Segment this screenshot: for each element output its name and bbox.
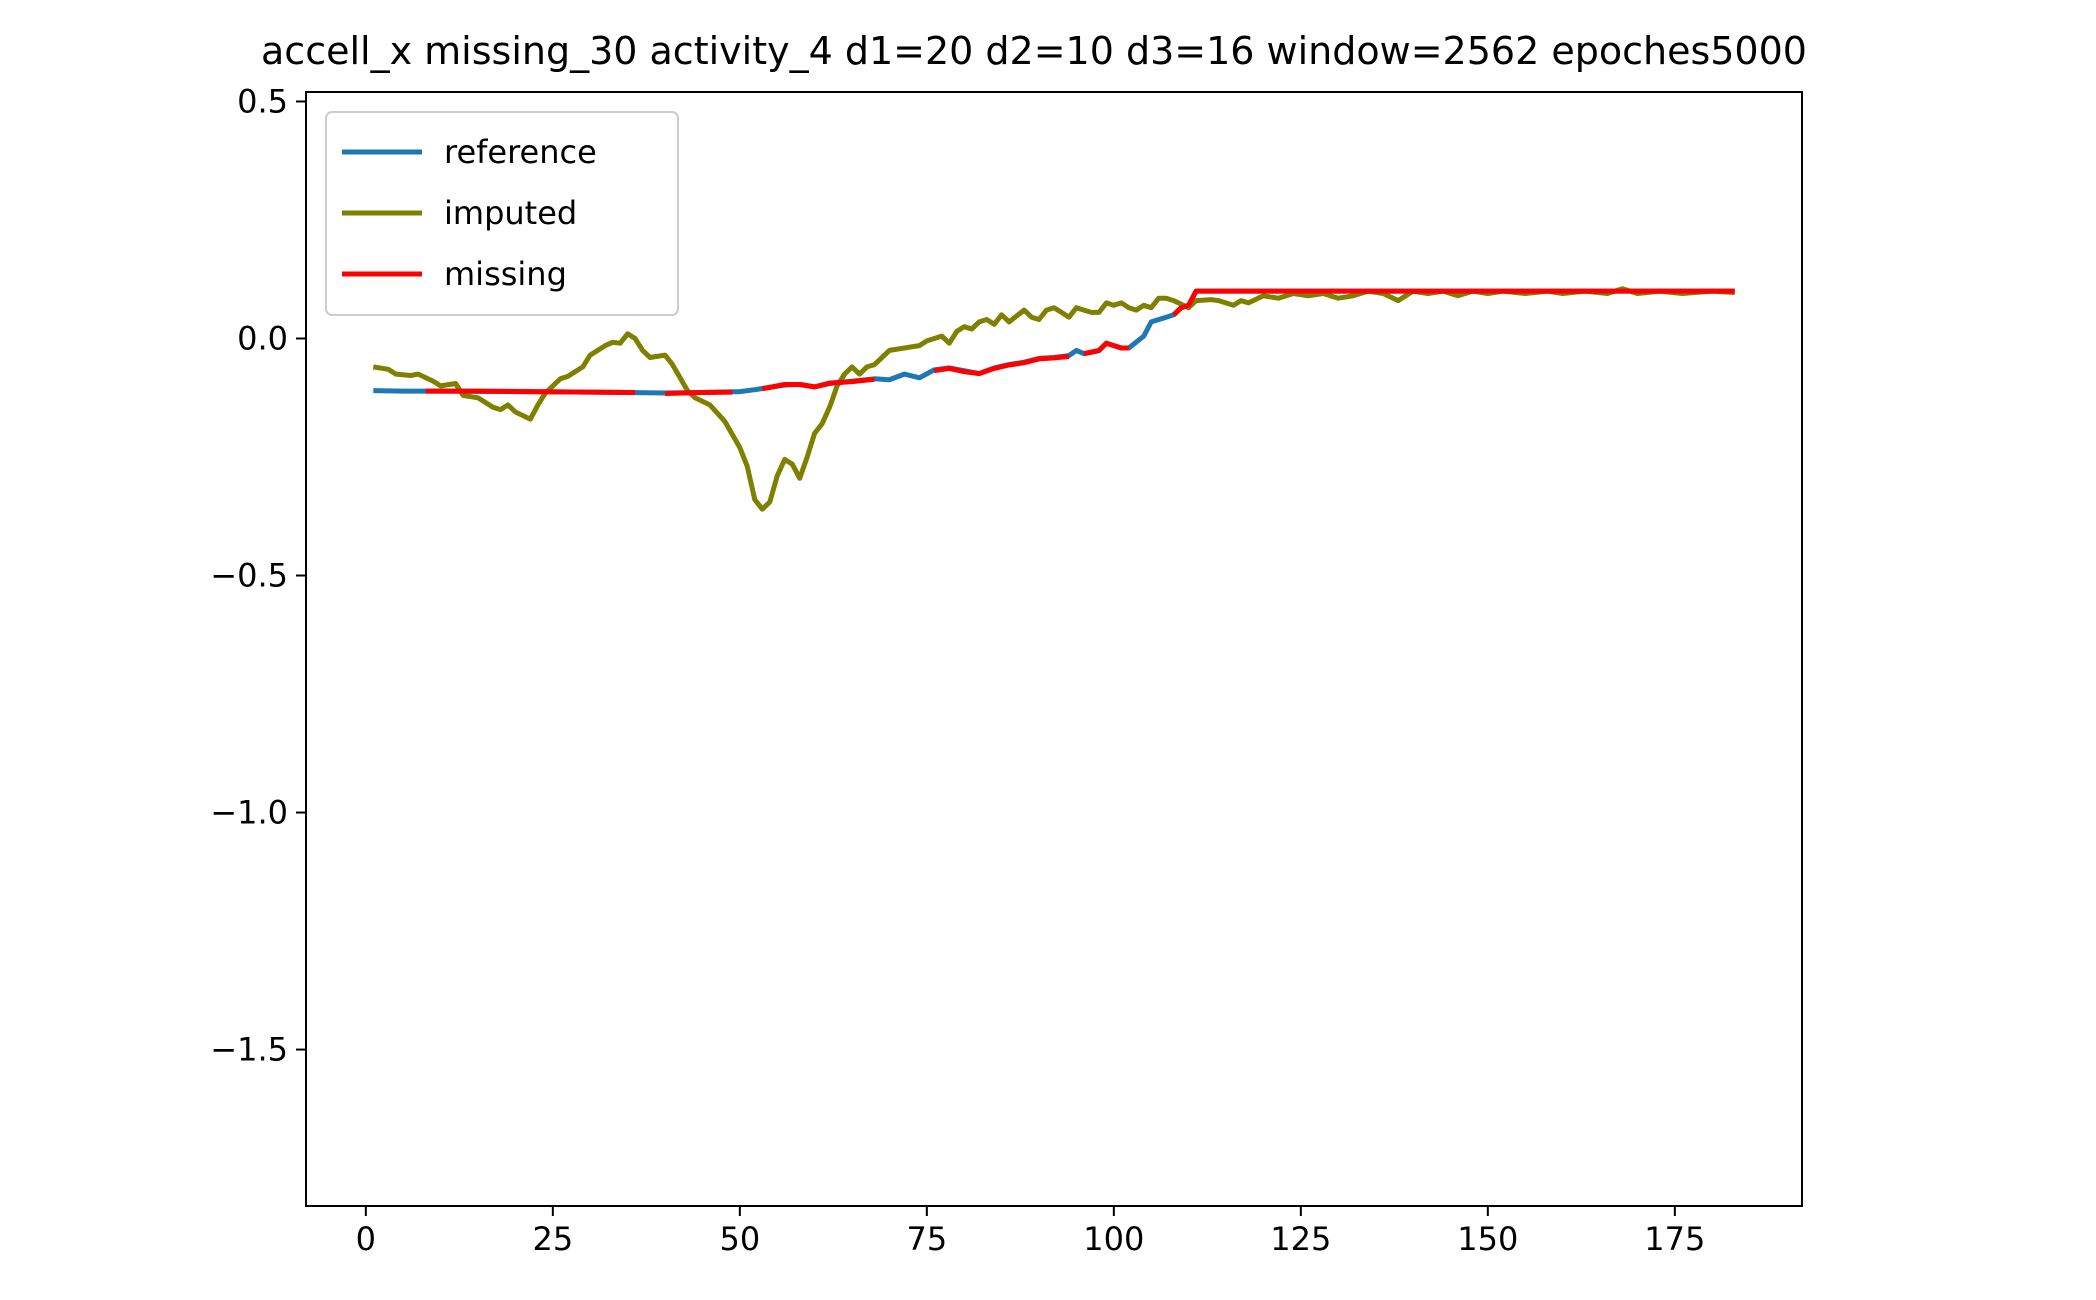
series-line-missing — [933, 354, 1070, 377]
x-tick-label: 175 — [1644, 1220, 1705, 1258]
x-tick-label: 150 — [1457, 1220, 1518, 1258]
chart-title: accell_x missing_30 activity_4 d1=20 d2=… — [261, 29, 1807, 73]
legend-box — [325, 111, 679, 316]
y-tick-label: 0.0 — [237, 320, 288, 358]
x-tick-label: 125 — [1270, 1220, 1331, 1258]
series-layer — [372, 286, 1735, 512]
x-tick-label: 50 — [719, 1220, 760, 1258]
legend-label: missing — [444, 255, 567, 293]
plot-frame — [305, 91, 1803, 1207]
legend-label: reference — [444, 133, 597, 171]
y-axis: 0.5 0.0 −0.5 −1.0 −1.5 — [210, 82, 306, 1069]
series-line-missing — [1171, 288, 1735, 317]
x-tick-label: 0 — [356, 1220, 376, 1258]
series-line-missing — [425, 388, 636, 395]
x-axis: 0 25 50 75 100 125 150 175 — [356, 1206, 1705, 1258]
x-tick-label: 100 — [1083, 1220, 1144, 1258]
series-line-missing — [1083, 340, 1129, 357]
legend: reference imputed missing — [325, 111, 679, 316]
x-tick-label: 25 — [532, 1220, 573, 1258]
x-tick-label: 75 — [906, 1220, 947, 1258]
y-tick-label: 0.5 — [237, 82, 288, 120]
series-line-missing — [664, 389, 733, 396]
y-tick-label: −0.5 — [210, 557, 288, 595]
series-line-missing — [761, 376, 875, 392]
y-tick-label: −1.5 — [210, 1031, 288, 1069]
legend-label: imputed — [444, 194, 577, 232]
y-tick-label: −1.0 — [210, 794, 288, 832]
